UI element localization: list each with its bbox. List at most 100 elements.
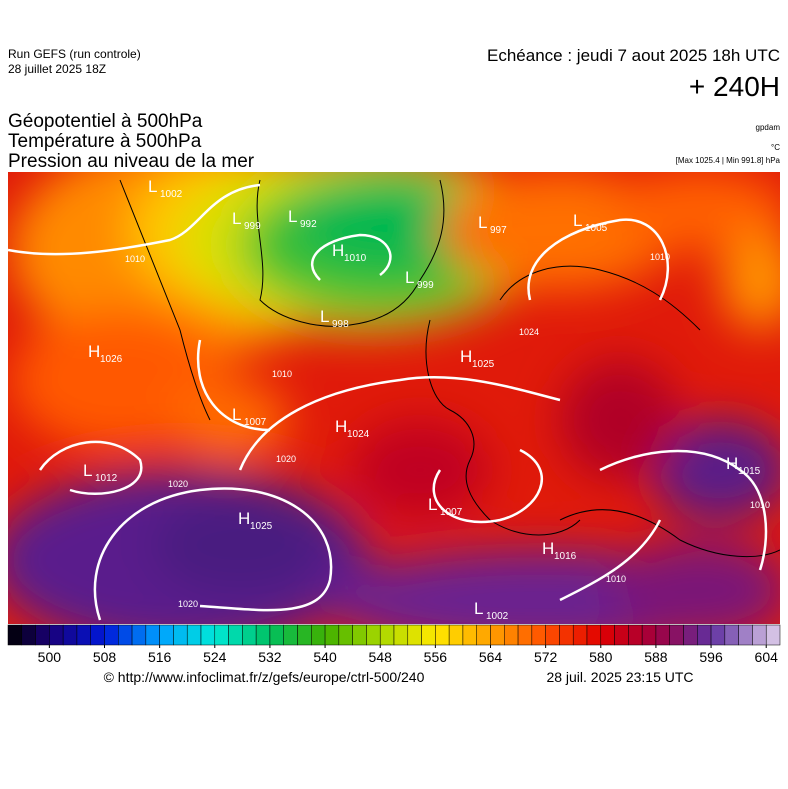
colorbar-tick-label: 516 — [148, 649, 172, 665]
colorbar-swatch — [379, 624, 395, 646]
colorbar-swatch — [448, 624, 464, 646]
colorbar-swatch — [76, 624, 91, 646]
run-date: 28 juillet 2025 18Z — [8, 62, 106, 76]
pressure-value: 1007 — [244, 417, 267, 428]
map-field — [8, 172, 780, 624]
colorbar-swatch — [697, 624, 712, 646]
valid-time: Echéance : jeudi 7 aout 2025 18h UTC — [487, 46, 780, 65]
colorbar-swatch — [462, 624, 477, 646]
isobar-label: 1024 — [519, 327, 539, 337]
colorbar-swatch — [118, 624, 133, 646]
colorbar-swatch — [407, 624, 422, 646]
colorbar-swatch — [738, 624, 753, 646]
colorbar-swatch — [393, 624, 409, 646]
colorbar-swatch — [765, 624, 781, 646]
colorbar-swatch — [504, 624, 519, 646]
pressure-letter: H — [726, 454, 738, 473]
isobars — [8, 183, 768, 621]
pressure-letter: L — [405, 268, 414, 287]
colorbar-swatch — [173, 624, 188, 646]
run-label: Run GEFS (run controle) — [8, 47, 141, 61]
pressure-letter: L — [478, 213, 487, 232]
title: Pression au niveau de la mer — [8, 151, 255, 172]
colorbar-tick-label: 556 — [424, 649, 448, 665]
colorbar-tick-label: 508 — [93, 649, 117, 665]
colorbar-swatch — [186, 624, 202, 646]
colorbar-swatch — [559, 624, 574, 646]
colorbar-swatch — [159, 624, 174, 646]
colorbar-swatch — [200, 624, 216, 646]
pressure-value: 1025 — [472, 359, 495, 370]
isobar-label: 1020 — [178, 599, 198, 609]
pressure-letter: L — [573, 211, 582, 230]
colorbar-swatch — [297, 624, 312, 646]
source-url: © http://www.infoclimat.fr/z/gefs/europe… — [104, 669, 425, 685]
colorbar-tick-label: 500 — [38, 649, 62, 665]
colorbar-swatch — [669, 624, 684, 646]
colorbar-swatch — [531, 624, 546, 646]
colorbar-tick-label: 540 — [313, 649, 337, 665]
isobar-label: 1010 — [750, 500, 770, 510]
colorbar-tick-label: 604 — [755, 649, 779, 665]
pressure-letter: H — [88, 342, 100, 361]
pressure-value: 1026 — [100, 354, 123, 365]
pressure-letter: L — [474, 599, 483, 618]
pressure-letter: H — [335, 417, 347, 436]
pressure-value: 992 — [300, 219, 317, 230]
colorbar-swatch — [683, 624, 698, 646]
colorbar-swatch — [352, 624, 367, 646]
pressure-value: 1012 — [95, 473, 118, 484]
colorbar-tick-label: 596 — [699, 649, 723, 665]
colorbar-swatch — [724, 624, 739, 646]
pressure-letter: H — [460, 347, 472, 366]
pressure-value: 1002 — [486, 611, 509, 622]
colorbar-swatch — [21, 624, 36, 646]
colorbar-swatch — [35, 624, 50, 646]
isobar-label: 1010 — [272, 369, 292, 379]
coastlines — [119, 179, 780, 557]
colorbar-swatch — [641, 624, 657, 646]
colorbar-tick-label: 524 — [203, 649, 227, 665]
colorbar-swatch — [421, 624, 436, 646]
colorbar-tick-label: 572 — [534, 649, 558, 665]
pressure-value: 1024 — [347, 429, 370, 440]
pressure-letter: L — [83, 461, 92, 480]
colorbar-tick-label: 564 — [479, 649, 503, 665]
colorbar-swatch — [476, 624, 491, 646]
pressure-letter: L — [288, 207, 297, 226]
colorbar-swatch — [90, 624, 105, 646]
pressure-value: 998 — [332, 319, 349, 330]
colorbar-swatch — [517, 624, 533, 646]
pressure-value: 1015 — [738, 466, 761, 477]
colorbar-swatch — [752, 624, 767, 646]
pressure-letter: L — [232, 405, 241, 424]
pressure-value: 1002 — [160, 189, 183, 200]
colorbar-swatch — [586, 624, 602, 646]
pressure-letter: H — [238, 509, 250, 528]
colorbar-swatch — [572, 624, 588, 646]
colorbar-swatch — [311, 624, 326, 646]
colorbar-tick-label: 588 — [644, 649, 668, 665]
pressure-letter: H — [542, 539, 554, 558]
unit-label: °C — [771, 143, 780, 152]
colorbar-tick-label: 548 — [369, 649, 393, 665]
colorbar-swatch — [283, 624, 298, 646]
colorbar-swatch — [435, 624, 450, 646]
colorbar-swatch — [545, 624, 560, 646]
isobar-label: 1010 — [125, 254, 145, 264]
colorbar-swatch — [710, 624, 726, 646]
unit-label: gpdam — [756, 123, 781, 132]
colorbar-swatch — [145, 624, 160, 646]
timestamp: 28 juil. 2025 23:15 UTC — [546, 669, 693, 685]
colorbar-swatch — [655, 624, 670, 646]
colorbar-swatch — [49, 624, 64, 646]
title: Température à 500hPa — [8, 131, 202, 152]
colorbar-swatch — [104, 624, 119, 646]
colorbar-swatch — [600, 624, 615, 646]
pressure-value: 1005 — [585, 223, 608, 234]
pressure-value: 999 — [244, 221, 261, 232]
pressure-letter: L — [148, 177, 157, 196]
lead-time: + 240H — [689, 71, 780, 102]
colorbar-swatch — [366, 624, 381, 646]
